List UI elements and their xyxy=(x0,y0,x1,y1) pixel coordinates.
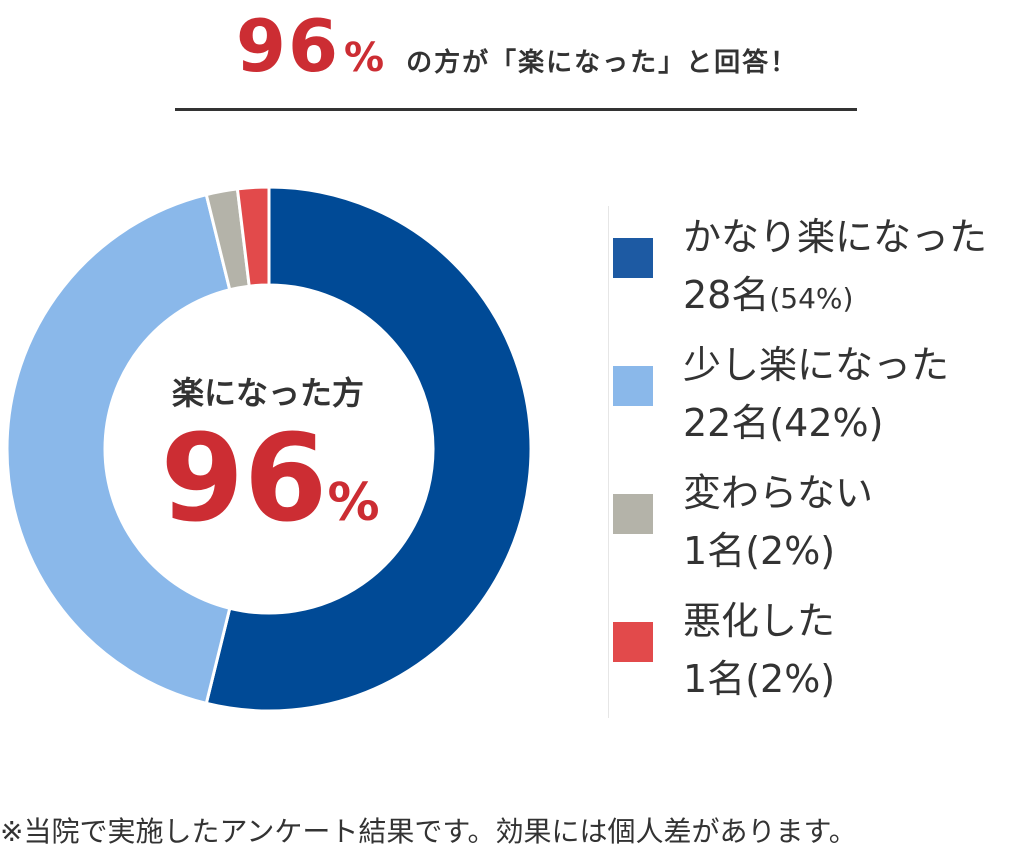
donut-chart xyxy=(5,185,533,713)
legend-swatch-3 xyxy=(613,622,653,662)
center-label: 楽になった方 xyxy=(171,374,364,412)
donut-slice-3 xyxy=(235,185,271,288)
headline-underline xyxy=(175,108,857,111)
legend-pct-1: (42%) xyxy=(769,401,884,445)
legend-swatch-1 xyxy=(613,366,653,406)
donut-slice-1 xyxy=(5,192,232,706)
center-value: 96% xyxy=(120,420,420,540)
legend-label-0: かなり楽になった xyxy=(683,215,988,259)
legend-count-3: 1名 xyxy=(683,657,746,701)
legend-label-1: 少し楽になった xyxy=(683,343,950,387)
legend-pct-2: (2%) xyxy=(745,529,836,573)
headline-text: の方が「楽になった」と回答！ xyxy=(406,48,799,78)
legend-item-0: かなり楽になった 28名(54%) xyxy=(608,206,1028,334)
legend-label-3: 悪化した xyxy=(683,599,836,643)
headline-unit: % xyxy=(344,35,385,81)
legend-item-3: 悪化した 1名(2%) xyxy=(608,590,1028,718)
center-unit: % xyxy=(327,473,380,533)
legend-item-1: 少し楽になった 22名(42%) xyxy=(608,334,1028,462)
legend-pct-0: (54%) xyxy=(769,282,854,315)
legend-count-1: 22名 xyxy=(683,401,770,445)
legend-swatch-0 xyxy=(613,238,653,278)
legend: かなり楽になった 28名(54%) 少し楽になった 22名(42%) 変わらない… xyxy=(608,206,1028,718)
legend-label-2: 変わらない xyxy=(683,471,874,515)
footnote: ※当院で実施したアンケート結果です。効果には個人差があります。 xyxy=(0,815,857,848)
center-number: 96 xyxy=(160,410,328,549)
headline-number: 96 xyxy=(235,4,341,88)
legend-swatch-2 xyxy=(613,494,653,534)
headline: 96 % の方が「楽になった」と回答！ xyxy=(0,10,1034,82)
legend-count-0: 28名 xyxy=(683,273,770,317)
legend-pct-3: (2%) xyxy=(745,657,836,701)
legend-item-2: 変わらない 1名(2%) xyxy=(608,462,1028,590)
legend-count-2: 1名 xyxy=(683,529,746,573)
donut-slice-0 xyxy=(204,185,533,713)
